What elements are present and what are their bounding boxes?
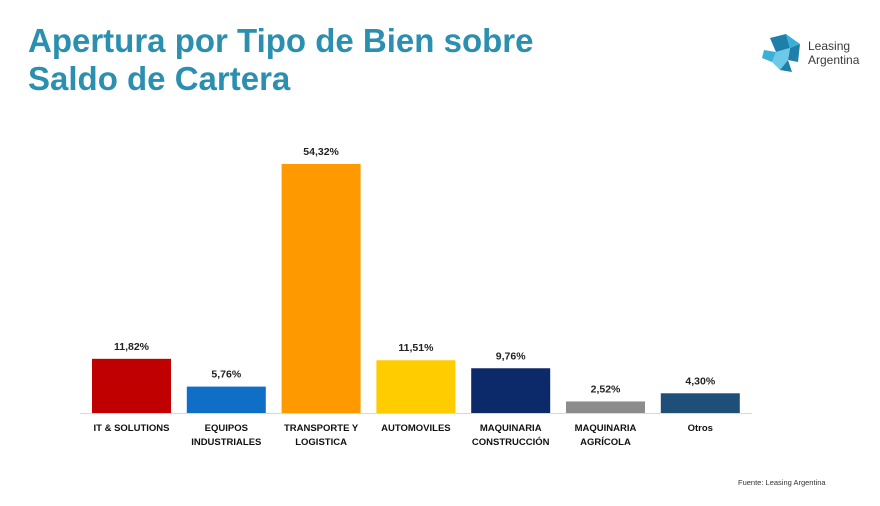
bar xyxy=(660,393,740,413)
logo-shape-dark xyxy=(770,34,790,52)
source-note: Fuente: Leasing Argentina xyxy=(738,478,826,487)
chart-title-line-1: Apertura por Tipo de Bien sobre xyxy=(28,22,534,59)
data-label: 9,76% xyxy=(496,350,526,362)
data-label: 4,30% xyxy=(685,375,715,387)
category-label: AUTOMOVILES xyxy=(381,423,451,434)
data-label: 2,52% xyxy=(591,383,621,395)
logo-shape-pale xyxy=(772,48,790,70)
category-label: Otros xyxy=(688,423,713,434)
category-label: MAQUINARIA CONSTRUCCIÓN xyxy=(472,423,550,448)
logo-text-line-2: Argentina xyxy=(808,53,860,67)
data-label: 5,76% xyxy=(211,369,241,381)
bar xyxy=(92,358,171,413)
star-polygon-logo-icon xyxy=(762,34,800,72)
bar xyxy=(566,401,645,413)
category-label: IT & SOLUTIONS xyxy=(94,423,170,434)
logo-text: Leasing Argentina xyxy=(808,39,859,67)
bar xyxy=(376,360,456,413)
logo-shape-mid xyxy=(788,44,800,62)
category-label: MAQUINARIA AGRÍCOLA xyxy=(575,423,637,448)
data-label: 54,32% xyxy=(303,146,339,158)
data-label: 11,82% xyxy=(114,341,150,353)
bar xyxy=(186,386,266,413)
chart-title: Apertura por Tipo de Bien sobre Saldo de… xyxy=(28,22,588,98)
category-label: TRANSPORTE Y LOGISTICA xyxy=(284,423,359,448)
bar xyxy=(281,164,361,413)
chart-title-line-2: Saldo de Cartera xyxy=(28,60,291,97)
bar xyxy=(471,368,551,413)
logo-shape-left xyxy=(762,50,776,62)
leasing-argentina-logo: Leasing Argentina xyxy=(760,32,872,74)
logo-shape-bottom xyxy=(780,60,792,72)
category-label: EQUIPOS INDUSTRIALES xyxy=(191,423,261,448)
data-label: 11,51% xyxy=(398,342,434,354)
logo-shape-light xyxy=(786,34,800,48)
logo-text-line-1: Leasing xyxy=(808,39,851,53)
